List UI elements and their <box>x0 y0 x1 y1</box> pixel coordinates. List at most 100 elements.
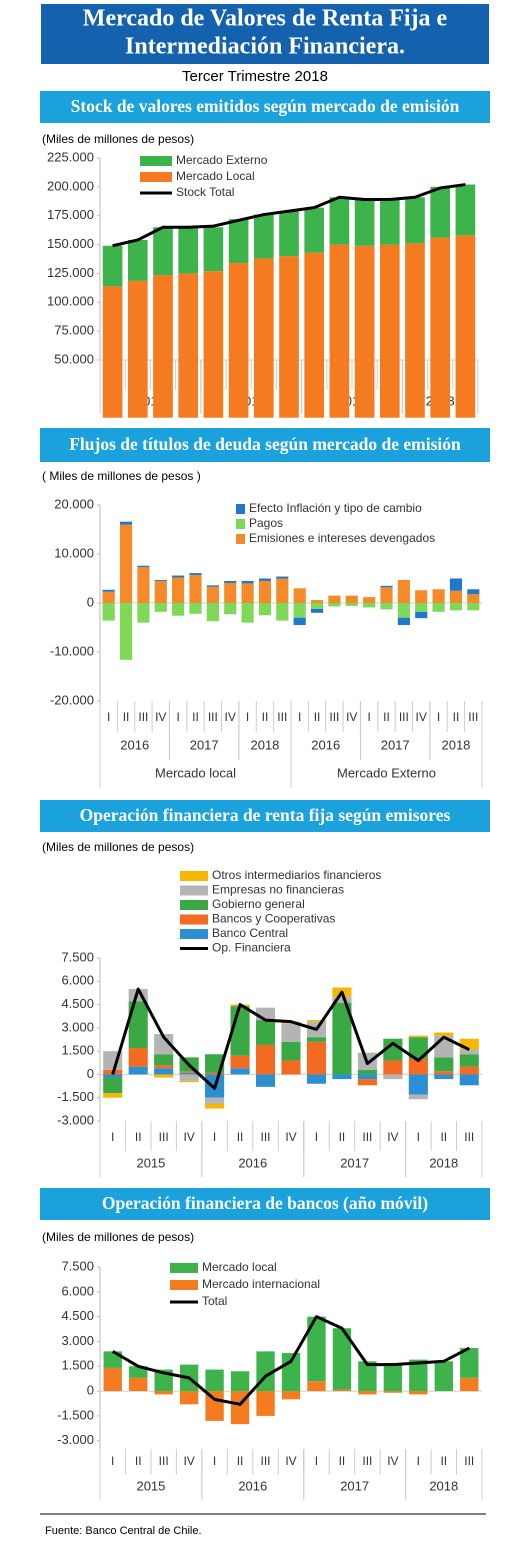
bar <box>459 1054 479 1067</box>
bar <box>103 1074 123 1078</box>
legend-label: Mercado local <box>202 1260 277 1274</box>
x-tick-label: III <box>329 710 339 724</box>
legend-label: Bancos y Cooperativas <box>212 912 335 926</box>
bar <box>467 594 480 603</box>
x-tick-label: IV <box>346 710 357 724</box>
bar <box>380 587 393 603</box>
bar <box>255 1074 276 1087</box>
bar <box>119 521 133 525</box>
x-tick-label: III <box>464 1454 474 1468</box>
y-tick-label: 4.500 <box>61 996 94 1011</box>
x-group-label: 2018 <box>429 1155 458 1170</box>
bar <box>224 603 237 615</box>
x-group-label: 2017 <box>340 1478 369 1493</box>
x-group-label: 2017 <box>381 737 410 752</box>
bar <box>449 578 463 591</box>
bar <box>434 1361 453 1392</box>
bar <box>281 1041 301 1061</box>
legend-label: Gobierno general <box>212 897 305 911</box>
bar <box>279 256 299 418</box>
bar <box>383 1391 403 1393</box>
bar <box>310 600 324 603</box>
bar <box>357 1079 377 1086</box>
bar <box>332 1328 352 1390</box>
bar <box>153 275 173 418</box>
section-title: Operación financiera de bancos (año móvi… <box>102 1193 428 1213</box>
bar <box>293 617 306 626</box>
legend-swatch <box>236 504 245 514</box>
bar <box>203 271 224 418</box>
legend-swatch <box>180 900 208 910</box>
bar <box>460 1377 479 1392</box>
legend-swatch <box>140 172 172 182</box>
bar <box>409 1359 428 1392</box>
x-tick-label: IV <box>387 1130 398 1144</box>
legend-label: Op. Financiera <box>212 941 291 955</box>
bar <box>154 1391 173 1395</box>
bar <box>128 1001 148 1049</box>
x-tick-label: II <box>440 1130 447 1144</box>
bar <box>103 1077 123 1094</box>
x-group-label: Mercado Externo <box>337 765 436 780</box>
bar <box>206 585 219 587</box>
y-tick-label: -3.000 <box>57 1112 94 1127</box>
bar <box>258 603 272 616</box>
x-tick-label: III <box>261 1454 271 1468</box>
bar <box>415 611 428 619</box>
x-tick-label: IV <box>387 1454 398 1468</box>
y-tick-label: 225.000 <box>47 149 94 164</box>
bar <box>102 245 123 287</box>
x-tick-label: I <box>111 1454 114 1468</box>
y-tick-label: -1.500 <box>57 1407 94 1422</box>
x-tick-label: II <box>237 1130 244 1144</box>
bar <box>306 1037 327 1042</box>
bar <box>281 1023 301 1042</box>
bar <box>281 1391 301 1400</box>
bar <box>103 1367 122 1392</box>
x-tick-label: IV <box>285 1130 296 1144</box>
bar <box>380 603 393 610</box>
bar <box>281 1060 301 1075</box>
bar <box>306 1020 327 1022</box>
x-tick-label: I <box>213 1454 216 1468</box>
x-tick-label: IV <box>416 710 427 724</box>
x-tick-label: III <box>159 1130 169 1144</box>
bar <box>358 1391 377 1395</box>
bar <box>408 1058 428 1075</box>
bar <box>228 219 249 264</box>
bar <box>345 603 358 606</box>
y-tick-label: 10.000 <box>54 545 94 560</box>
y-tick-label: 75.000 <box>54 323 94 338</box>
x-tick-label: II <box>383 710 390 724</box>
bar <box>205 1369 224 1392</box>
x-group-label: 2018 <box>250 737 279 752</box>
x-tick-label: IV <box>285 1454 296 1468</box>
bar <box>102 589 115 592</box>
y-tick-label: 175.000 <box>47 207 94 222</box>
bar <box>354 199 375 246</box>
bar <box>119 603 133 660</box>
bar <box>459 1049 479 1055</box>
bar <box>434 1074 454 1080</box>
legend-label: Total <box>202 1294 227 1308</box>
bar <box>459 1074 479 1086</box>
unit-label: (Miles de millones de pesos) <box>42 1230 194 1244</box>
bar <box>409 1391 428 1395</box>
bar <box>224 580 237 583</box>
bar <box>276 578 289 603</box>
y-tick-label: 0 <box>87 1383 94 1398</box>
x-group-label: 2016 <box>238 1155 267 1170</box>
y-tick-label: 50.000 <box>54 351 94 366</box>
legend-swatch <box>180 929 208 939</box>
bar <box>137 565 150 568</box>
bar <box>230 1371 250 1392</box>
bar <box>397 579 410 603</box>
bar <box>363 597 376 603</box>
legend-swatch <box>180 914 208 925</box>
x-tick-label: IV <box>183 1130 194 1144</box>
x-tick-label: II <box>123 710 130 724</box>
bar <box>228 263 249 418</box>
y-tick-label: 150.000 <box>47 236 94 251</box>
legend-swatch <box>236 534 245 544</box>
